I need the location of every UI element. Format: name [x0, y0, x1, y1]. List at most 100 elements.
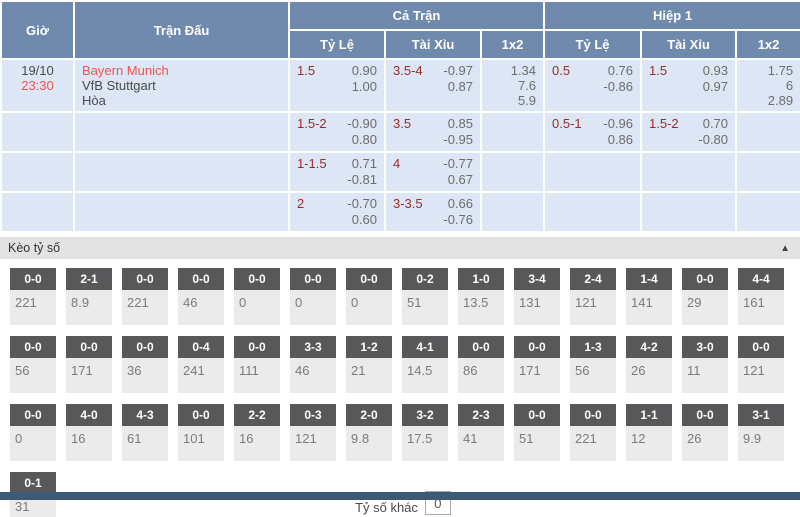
score-odds-cell[interactable]: 0-0 221: [122, 268, 168, 325]
odds-value[interactable]: 5.9: [517, 93, 537, 108]
score-odds-cell[interactable]: 0-4 241: [178, 336, 224, 393]
odds-value[interactable]: 6: [785, 78, 794, 93]
ft-overunder-cell: 3-3.5 0.66 -0.76: [384, 191, 482, 233]
score-odds-cell[interactable]: 0-0 86: [458, 336, 504, 393]
odds-value[interactable]: 0.60: [351, 212, 377, 227]
odds-value[interactable]: -0.80: [698, 132, 729, 147]
score-odds-cell[interactable]: 0-0 51: [514, 404, 560, 461]
score-label: 0-0: [122, 268, 168, 290]
ft-1x2-cell: 1.34 7.6 5.9: [479, 58, 546, 113]
score-odds-cell[interactable]: 2-2 16: [234, 404, 280, 461]
odds-value[interactable]: -0.96: [603, 116, 634, 131]
score-odds-cell[interactable]: 4-0 16: [66, 404, 112, 461]
odds-value[interactable]: -0.90: [347, 116, 377, 131]
score-odds-value: 171: [71, 363, 93, 378]
score-odds-value: 171: [519, 363, 541, 378]
score-odds-cell[interactable]: 0-0 111: [234, 336, 280, 393]
odds-value[interactable]: -0.70: [347, 196, 377, 211]
odds-value[interactable]: 0.93: [702, 63, 729, 78]
score-odds-value: 141: [631, 295, 653, 310]
handicap-line: 1.5: [297, 63, 316, 78]
h1-overunder-cell: 1.5-2 0.70 -0.80: [640, 111, 738, 153]
odds-value[interactable]: 1.00: [351, 79, 377, 94]
score-label: 4-3: [122, 404, 168, 426]
score-odds-cell[interactable]: 4-4 161: [738, 268, 784, 325]
odds-value[interactable]: 0.90: [351, 63, 377, 78]
score-odds-cell[interactable]: 0-0 0: [10, 404, 56, 461]
score-row: 0-0 221 2-1 8.9 0-0 221 0-0 46 0-0 0 0-0 0 0-0 0 0-2 51…: [10, 268, 800, 325]
col-header-match: Trận Đấu: [73, 0, 290, 60]
score-label: 0-4: [178, 336, 224, 358]
odds-value[interactable]: -0.86: [603, 79, 634, 94]
score-odds-cell[interactable]: 0-3 121: [290, 404, 336, 461]
ft-handicap-cell: 1.5 0.90 1.00: [288, 58, 386, 113]
collapse-arrow-icon[interactable]: ▲: [780, 242, 790, 254]
score-odds-cell[interactable]: 0-0 0: [346, 268, 392, 325]
score-odds-cell[interactable]: 3-2 17.5: [402, 404, 448, 461]
odds-value[interactable]: 0.87: [447, 79, 473, 94]
score-odds-cell[interactable]: 0-0 0: [290, 268, 336, 325]
odds-value[interactable]: 0.80: [351, 132, 377, 147]
score-odds-cell[interactable]: 1-1 12: [626, 404, 672, 461]
score-odds-grid: 0-0 221 2-1 8.9 0-0 221 0-0 46 0-0 0 0-0 0 0-0 0 0-2 51…: [0, 259, 800, 517]
away-team-name[interactable]: VfB Stuttgart: [82, 78, 156, 93]
odds-value[interactable]: 0.76: [607, 63, 634, 78]
score-odds-cell[interactable]: 0-0 221: [570, 404, 616, 461]
odds-value[interactable]: -0.77: [443, 156, 473, 171]
score-odds-cell[interactable]: 0-0 171: [514, 336, 560, 393]
score-odds-cell[interactable]: 2-1 8.9: [66, 268, 112, 325]
odds-value[interactable]: 0.66: [447, 196, 473, 211]
odds-value[interactable]: 1.34: [510, 63, 537, 78]
odds-value[interactable]: 0.70: [702, 116, 729, 131]
odds-value[interactable]: 2.89: [767, 93, 794, 108]
score-odds-cell[interactable]: 0-0 46: [178, 268, 224, 325]
score-odds-value: 8.9: [71, 295, 90, 310]
odds-value[interactable]: 0.67: [447, 172, 473, 187]
score-odds-cell[interactable]: 2-0 9.8: [346, 404, 392, 461]
odds-value[interactable]: 0.71: [351, 156, 377, 171]
score-odds-value: 241: [183, 363, 205, 378]
score-odds-cell[interactable]: 4-1 14.5: [402, 336, 448, 393]
ft-handicap-cell: 2 -0.70 0.60: [288, 191, 386, 233]
score-odds-cell[interactable]: 1-4 141: [626, 268, 672, 325]
score-odds-cell[interactable]: 0-0 101: [178, 404, 224, 461]
home-team-name[interactable]: Bayern Munich: [82, 63, 169, 78]
match-date: 19/10: [21, 63, 54, 78]
score-odds-cell[interactable]: 3-3 46: [290, 336, 336, 393]
score-odds-cell[interactable]: 1-0 13.5: [458, 268, 504, 325]
score-odds-cell[interactable]: 1-2 21: [346, 336, 392, 393]
odds-value[interactable]: 0.97: [702, 79, 729, 94]
score-odds-cell[interactable]: 2-4 121: [570, 268, 616, 325]
score-label: 1-4: [626, 268, 672, 290]
score-odds-cell[interactable]: 0-0 221: [10, 268, 56, 325]
score-odds-cell[interactable]: 0-0 36: [122, 336, 168, 393]
score-odds-cell[interactable]: 1-3 56: [570, 336, 616, 393]
score-odds-cell[interactable]: 2-3 41: [458, 404, 504, 461]
odds-value[interactable]: -0.95: [443, 132, 473, 147]
score-label: 0-0: [290, 268, 336, 290]
score-odds-cell[interactable]: 0-0 121: [738, 336, 784, 393]
score-odds-cell[interactable]: 0-2 51: [402, 268, 448, 325]
draw-label: Hòa: [82, 93, 106, 108]
score-odds-cell[interactable]: 0-0 0: [234, 268, 280, 325]
odds-value[interactable]: -0.81: [347, 172, 377, 187]
score-label: 3-4: [514, 268, 560, 290]
score-odds-cell[interactable]: 0-0 29: [682, 268, 728, 325]
score-odds-cell[interactable]: 3-4 131: [514, 268, 560, 325]
odds-value[interactable]: 0.85: [447, 116, 473, 131]
odds-value[interactable]: 0.86: [607, 132, 634, 147]
odds-value[interactable]: -0.97: [443, 63, 473, 78]
score-odds-cell[interactable]: 3-0 11: [682, 336, 728, 393]
score-odds-cell[interactable]: 4-2 26: [626, 336, 672, 393]
odds-value[interactable]: 7.6: [517, 78, 537, 93]
score-odds-cell[interactable]: 3-1 9.9: [738, 404, 784, 461]
odds-value[interactable]: -0.76: [443, 212, 473, 227]
score-odds-cell[interactable]: 4-3 61: [122, 404, 168, 461]
score-section-header[interactable]: Kèo tỷ số ▲: [0, 237, 800, 259]
odds-value[interactable]: 1.75: [767, 63, 794, 78]
score-odds-cell[interactable]: 0-0 56: [10, 336, 56, 393]
score-odds-cell[interactable]: 0-0 171: [66, 336, 112, 393]
score-odds-cell[interactable]: 0-0 26: [682, 404, 728, 461]
score-section-title: Kèo tỷ số: [8, 241, 61, 255]
ft-1x2-cell: [479, 191, 546, 233]
